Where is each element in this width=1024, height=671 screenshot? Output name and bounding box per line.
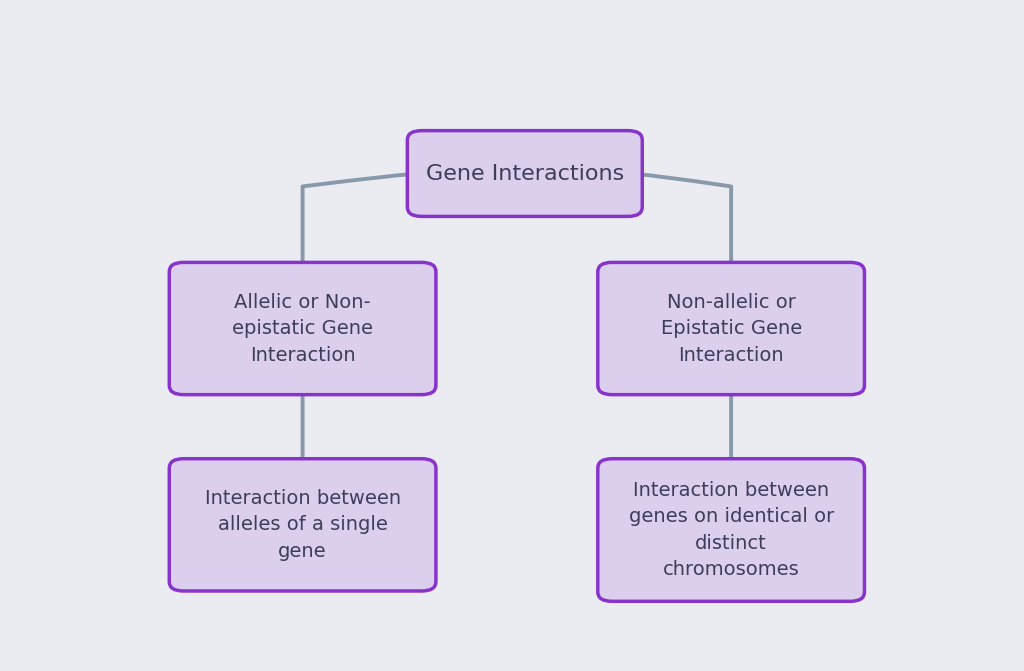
FancyBboxPatch shape bbox=[169, 459, 436, 591]
Text: Non-allelic or
Epistatic Gene
Interaction: Non-allelic or Epistatic Gene Interactio… bbox=[660, 293, 802, 364]
FancyBboxPatch shape bbox=[598, 262, 864, 395]
FancyBboxPatch shape bbox=[408, 131, 642, 217]
FancyBboxPatch shape bbox=[598, 459, 864, 601]
Text: Gene Interactions: Gene Interactions bbox=[426, 164, 624, 184]
Text: Interaction between
alleles of a single
gene: Interaction between alleles of a single … bbox=[205, 489, 400, 561]
Text: Allelic or Non-
epistatic Gene
Interaction: Allelic or Non- epistatic Gene Interacti… bbox=[232, 293, 373, 364]
FancyBboxPatch shape bbox=[169, 262, 436, 395]
Text: Interaction between
genes on identical or
distinct
chromosomes: Interaction between genes on identical o… bbox=[629, 481, 834, 579]
